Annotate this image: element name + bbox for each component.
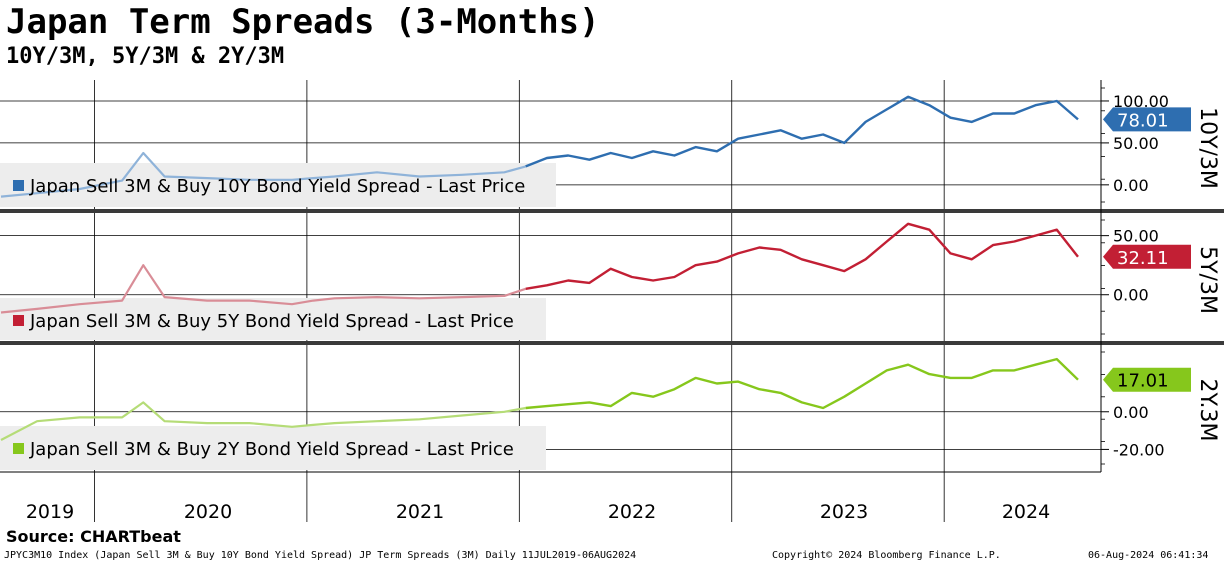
axis-label: 5Y/3M (1195, 246, 1220, 314)
x-tick-label: 2019 (26, 501, 74, 523)
tick-label: 0.00 (1113, 403, 1149, 422)
panel-2: 50.00 0.00 Japan Sell 3M & Buy 5Y Bond Yie… (0, 212, 1220, 342)
footer-copyright: Copyright© 2024 Bloomberg Finance L.P. (772, 550, 1001, 561)
axis-label: 10Y/3M (1195, 107, 1220, 189)
panel-3: 0.00 -20.00 Japan Sell 3M & Buy 2Y Bond Yi… (0, 344, 1220, 472)
legend-swatch (13, 180, 24, 191)
last-value-label: 78.01 (1117, 110, 1169, 131)
panel-1: 100.00 50.00 0.00 Japan Sell 3M & Buy 10Y B… (0, 80, 1220, 210)
legend-swatch (13, 315, 24, 326)
legend-box (0, 426, 546, 470)
last-value-label: 32.11 (1117, 248, 1169, 269)
legend-swatch (13, 443, 24, 454)
legend-label: Japan Sell 3M & Buy 10Y Bond Yield Sprea… (29, 176, 525, 197)
legend-label: Japan Sell 3M & Buy 5Y Bond Yield Spread… (29, 311, 514, 332)
tick-label: 0.00 (1113, 176, 1149, 195)
last-value-tag: 78.01 (1103, 107, 1191, 132)
tick-label: 0.00 (1113, 286, 1149, 305)
last-value-tag: 17.01 (1103, 367, 1191, 392)
x-tick-label: 2020 (184, 501, 232, 523)
x-tick-label: 2023 (820, 501, 868, 523)
last-value-tag-shape (1103, 244, 1191, 269)
chart-subtitle: 10Y/3M, 5Y/3M & 2Y/3M (6, 44, 285, 69)
series-line (525, 222, 1079, 290)
x-tick-label: 2022 (608, 501, 656, 523)
last-value-tag: 32.11 (1103, 244, 1191, 269)
tick-label: -20.00 (1113, 440, 1165, 459)
series-line-early (0, 264, 527, 314)
source-label: Source: CHARTbeat (6, 527, 181, 546)
footer-index-description: JPYC3M10 Index (Japan Sell 3M & Buy 10Y … (4, 550, 637, 561)
legend-box (0, 163, 556, 207)
axis-label: 2Y.3M (1195, 379, 1220, 442)
series-line-early (0, 151, 526, 198)
last-value-tag-shape (1103, 367, 1191, 392)
last-value-tag-shape (1103, 107, 1191, 132)
legend-label: Japan Sell 3M & Buy 2Y Bond Yield Spread… (29, 439, 514, 460)
series-line (525, 357, 1079, 410)
tick-label: 50.00 (1113, 134, 1159, 153)
panel-separator (0, 209, 1224, 213)
series-line-early (0, 401, 526, 441)
last-value-label: 17.01 (1117, 371, 1169, 392)
footer-timestamp: 06-Aug-2024 06:41:34 (1088, 550, 1209, 561)
legend-box (0, 298, 546, 340)
x-tick-label: 2024 (1002, 501, 1050, 523)
x-tick-label: 2021 (396, 501, 444, 523)
chart-title: Japan Term Spreads (3-Months) (6, 2, 600, 42)
tick-label: 100.00 (1113, 92, 1169, 111)
series-line (525, 95, 1079, 168)
tick-label: 50.00 (1113, 227, 1159, 246)
panel-separator (0, 341, 1224, 345)
